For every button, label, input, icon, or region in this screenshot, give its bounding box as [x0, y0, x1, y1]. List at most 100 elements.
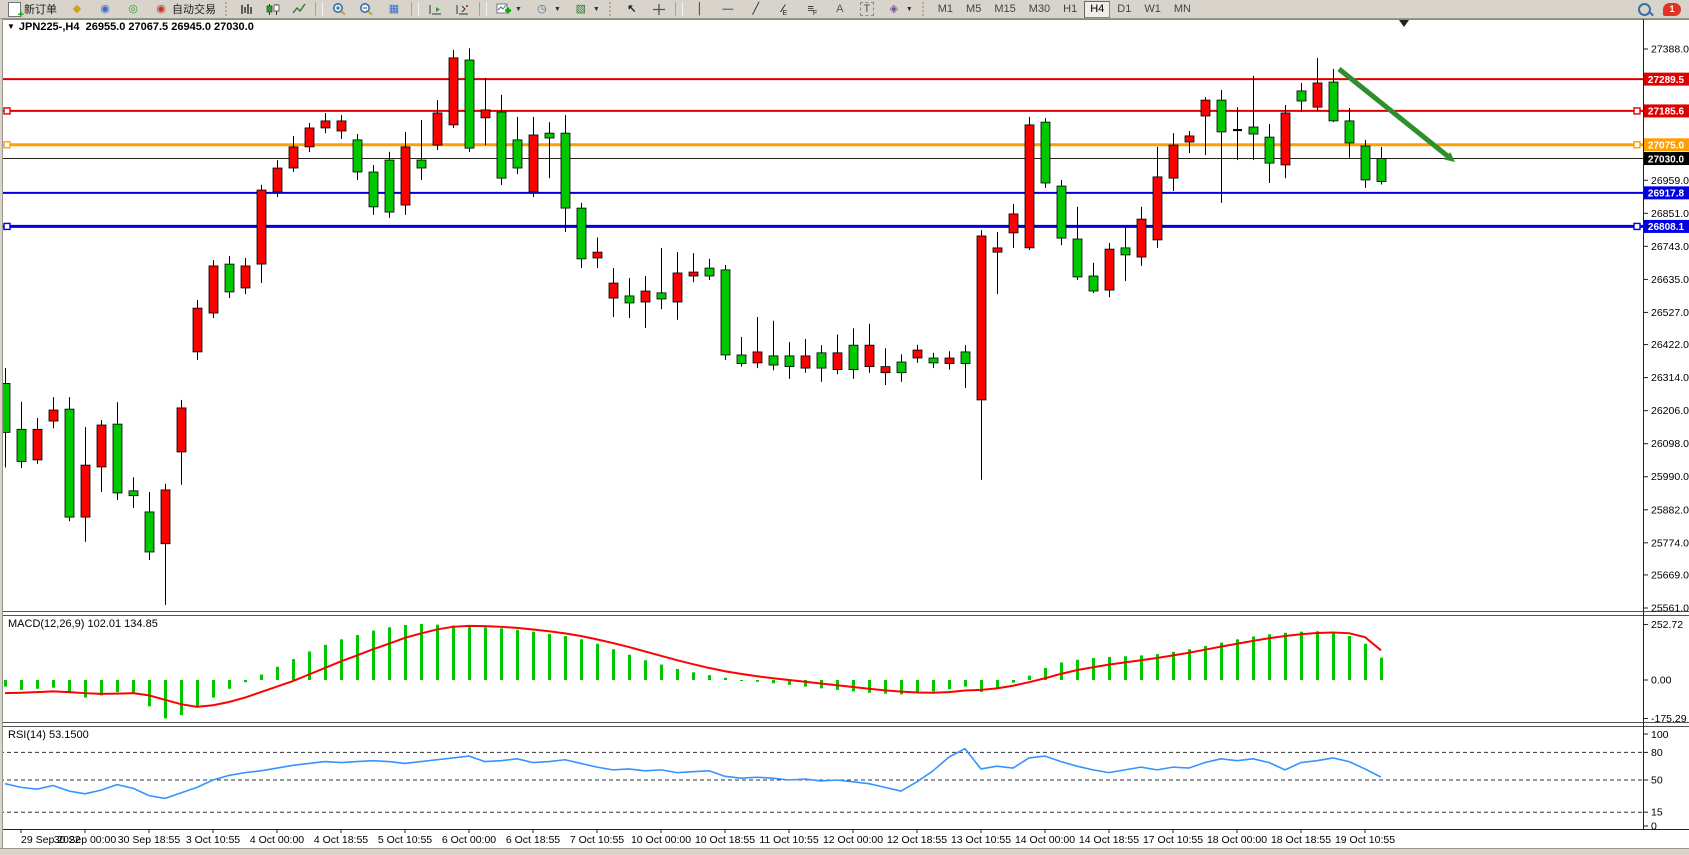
- zoom-out-button[interactable]: [354, 0, 379, 18]
- macd-histogram-bar: [148, 680, 151, 707]
- auto-trading-icon: ◉: [156, 2, 166, 15]
- date-label[interactable]: 10 Oct 00:00: [631, 834, 691, 846]
- text-tool-button[interactable]: A: [827, 0, 853, 18]
- candlestick-chart-button[interactable]: [261, 0, 285, 18]
- cursor-tool-button[interactable]: ↖: [619, 0, 645, 18]
- date-label[interactable]: 5 Oct 10:55: [378, 834, 432, 846]
- timeframe-button-m15[interactable]: M15: [994, 2, 1016, 15]
- date-label[interactable]: 14 Oct 18:55: [1079, 834, 1139, 846]
- timeframe-button-m1[interactable]: M1: [937, 2, 954, 15]
- candle: [400, 146, 411, 206]
- line-chart-icon: [292, 3, 306, 13]
- chart-shift-icon: [456, 4, 468, 14]
- price-tick-label: 26635.0: [1651, 274, 1689, 286]
- date-label[interactable]: 7 Oct 10:55: [570, 834, 624, 846]
- line-handle[interactable]: [1633, 107, 1641, 115]
- candle: [208, 265, 219, 314]
- notifications-button[interactable]: 1: [1658, 0, 1686, 18]
- label-tool-button[interactable]: T: [855, 0, 879, 18]
- candle: [544, 132, 555, 139]
- auto-trading-button[interactable]: ◉ 自动交易: [148, 0, 221, 18]
- macd-histogram-bar: [1252, 636, 1255, 680]
- date-label[interactable]: 11 Oct 10:55: [759, 834, 819, 846]
- date-label[interactable]: 14 Oct 00:00: [1015, 834, 1075, 846]
- search-icon: [1638, 2, 1651, 16]
- date-label[interactable]: 3 Oct 10:55: [186, 834, 240, 846]
- collapse-triangle-icon[interactable]: ▼: [7, 22, 15, 31]
- rsi-title: RSI(14) 53.1500: [8, 729, 89, 741]
- date-label[interactable]: 12 Oct 18:55: [887, 834, 947, 846]
- trend-arrow-line[interactable]: [1337, 67, 1451, 159]
- candle: [960, 351, 971, 364]
- deposit-button[interactable]: ◆: [64, 0, 90, 18]
- signals-button[interactable]: ◎: [120, 0, 146, 18]
- date-label[interactable]: 30 Sep 00:00: [54, 834, 117, 846]
- macd-histogram-bar: [1284, 632, 1287, 680]
- price-tag-label: 27289.5: [1648, 75, 1685, 86]
- shapes-tool-button[interactable]: ◈ ▼: [881, 0, 918, 18]
- macd-histogram-bar: [1316, 631, 1319, 680]
- date-label[interactable]: 29 Sep 2022: [21, 834, 81, 846]
- horizontal-line-icon: —: [722, 2, 734, 15]
- zoom-in-button[interactable]: [327, 0, 352, 18]
- auto-scroll-button[interactable]: [423, 0, 448, 18]
- macd-histogram-bar: [596, 643, 599, 680]
- line-handle[interactable]: [3, 141, 11, 149]
- crosshair-tool-button[interactable]: [647, 0, 671, 18]
- trendline-tool-button[interactable]: ╱: [743, 0, 769, 18]
- line-handle[interactable]: [3, 107, 11, 115]
- date-label[interactable]: 4 Oct 18:55: [314, 834, 368, 846]
- macd-histogram-bar: [932, 680, 935, 692]
- candle: [1376, 158, 1387, 182]
- macd-histogram-bar: [1012, 680, 1015, 683]
- coin-icon: ◆: [72, 2, 82, 15]
- date-label[interactable]: 19 Oct 10:55: [1335, 834, 1395, 846]
- new-order-button[interactable]: 新订单: [3, 0, 62, 20]
- price-tick-label: 25561.0: [1651, 602, 1689, 614]
- date-label[interactable]: 12 Oct 00:00: [823, 834, 883, 846]
- chart-shift-button[interactable]: [450, 0, 475, 18]
- fibonacci-tool-button[interactable]: ≡F: [799, 0, 825, 18]
- timeframe-button-m5[interactable]: M5: [966, 2, 982, 15]
- timeframe-button-w1[interactable]: W1: [1144, 2, 1161, 15]
- timeframe-button-m30[interactable]: M30: [1028, 2, 1051, 15]
- date-label[interactable]: 17 Oct 10:55: [1143, 834, 1203, 846]
- line-handle[interactable]: [3, 222, 11, 231]
- zoom-in-icon: [333, 3, 346, 16]
- timeframe-button-h4[interactable]: H4: [1084, 0, 1111, 18]
- date-label[interactable]: 18 Oct 18:55: [1271, 834, 1331, 846]
- trend-arrow-head[interactable]: [1444, 152, 1455, 162]
- horizontal-line-tool-button[interactable]: —: [715, 0, 741, 18]
- date-label[interactable]: 30 Sep 18:55: [118, 834, 181, 846]
- periods-button[interactable]: ◷ ▼: [529, 0, 566, 18]
- date-label[interactable]: 10 Oct 18:55: [695, 834, 755, 846]
- date-label[interactable]: 6 Oct 18:55: [506, 834, 560, 846]
- vertical-line-tool-button[interactable]: │: [687, 0, 713, 18]
- bar-chart-button[interactable]: [235, 0, 259, 18]
- channel-tool-button[interactable]: ⁄⁄E: [771, 0, 797, 18]
- chart-shift-marker[interactable]: [1399, 20, 1409, 27]
- macd-histogram-bar: [308, 651, 311, 680]
- timeframe-button-d1[interactable]: D1: [1117, 2, 1132, 15]
- macd-histogram-bar: [996, 680, 999, 688]
- date-label[interactable]: 4 Oct 00:00: [250, 834, 304, 846]
- candle: [848, 344, 859, 371]
- date-label[interactable]: 6 Oct 00:00: [442, 834, 496, 846]
- templates-button[interactable]: ▧ ▼: [568, 0, 605, 18]
- search-button[interactable]: [1633, 0, 1656, 18]
- date-label[interactable]: 18 Oct 00:00: [1207, 834, 1267, 846]
- profile-button[interactable]: ◉: [92, 0, 118, 18]
- timeframe-button-mn[interactable]: MN: [1173, 2, 1191, 15]
- indicators-button[interactable]: ▼: [491, 0, 527, 18]
- macd-histogram-bar: [628, 654, 631, 680]
- candle: [128, 490, 139, 497]
- line-handle[interactable]: [1633, 141, 1641, 149]
- line-chart-button[interactable]: [287, 0, 311, 18]
- tile-windows-button[interactable]: ▦: [381, 0, 407, 18]
- candle: [1360, 145, 1371, 181]
- candle: [176, 407, 187, 453]
- line-handle[interactable]: [1633, 222, 1641, 231]
- date-label[interactable]: 13 Oct 10:55: [951, 834, 1011, 846]
- timeframe-button-h1[interactable]: H1: [1063, 2, 1078, 15]
